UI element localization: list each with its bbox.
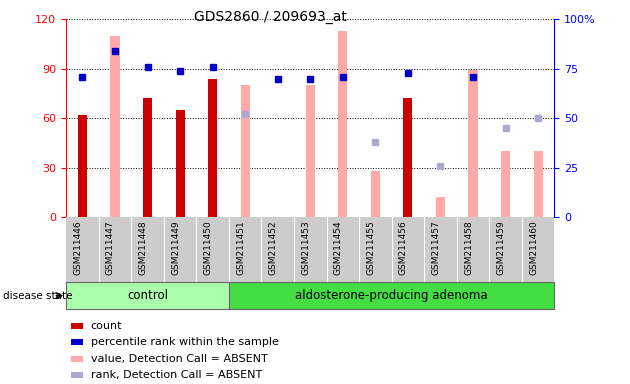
Text: GSM211451: GSM211451 [236, 220, 245, 275]
Bar [71, 323, 83, 329]
Bar [71, 339, 83, 345]
Text: GSM211448: GSM211448 [139, 220, 147, 275]
Bar [71, 356, 83, 362]
Text: GSM211460: GSM211460 [529, 220, 538, 275]
Bar [338, 31, 347, 217]
Text: aldosterone-producing adenoma: aldosterone-producing adenoma [295, 289, 488, 302]
Bar [176, 110, 185, 217]
Bar [371, 171, 380, 217]
Text: GDS2860 / 209693_at: GDS2860 / 209693_at [195, 10, 347, 23]
Bar [66, 282, 229, 309]
Bar [143, 98, 152, 217]
Text: GSM211456: GSM211456 [399, 220, 408, 275]
Text: GSM211459: GSM211459 [496, 220, 505, 275]
Text: GSM211452: GSM211452 [269, 220, 278, 275]
Text: percentile rank within the sample: percentile rank within the sample [91, 337, 278, 347]
Bar [229, 282, 554, 309]
Text: control: control [127, 289, 168, 302]
Bar [306, 85, 315, 217]
Bar [208, 79, 217, 217]
Text: GSM211446: GSM211446 [74, 220, 83, 275]
Text: GSM211450: GSM211450 [203, 220, 212, 275]
Text: GSM211453: GSM211453 [301, 220, 310, 275]
Bar [469, 70, 478, 217]
Bar [534, 151, 542, 217]
Text: GSM211457: GSM211457 [432, 220, 440, 275]
Text: value, Detection Call = ABSENT: value, Detection Call = ABSENT [91, 354, 267, 364]
Text: GSM211449: GSM211449 [171, 220, 180, 275]
Bar [501, 151, 510, 217]
Text: count: count [91, 321, 122, 331]
Bar [241, 85, 249, 217]
Text: GSM211447: GSM211447 [106, 220, 115, 275]
Bar [403, 98, 413, 217]
Bar [436, 197, 445, 217]
Bar [78, 115, 87, 217]
Text: GSM211458: GSM211458 [464, 220, 473, 275]
Text: GSM211454: GSM211454 [334, 220, 343, 275]
Text: disease state: disease state [3, 291, 72, 301]
Text: rank, Detection Call = ABSENT: rank, Detection Call = ABSENT [91, 370, 262, 380]
Bar [71, 372, 83, 378]
Bar [110, 36, 120, 217]
Text: GSM211455: GSM211455 [367, 220, 375, 275]
